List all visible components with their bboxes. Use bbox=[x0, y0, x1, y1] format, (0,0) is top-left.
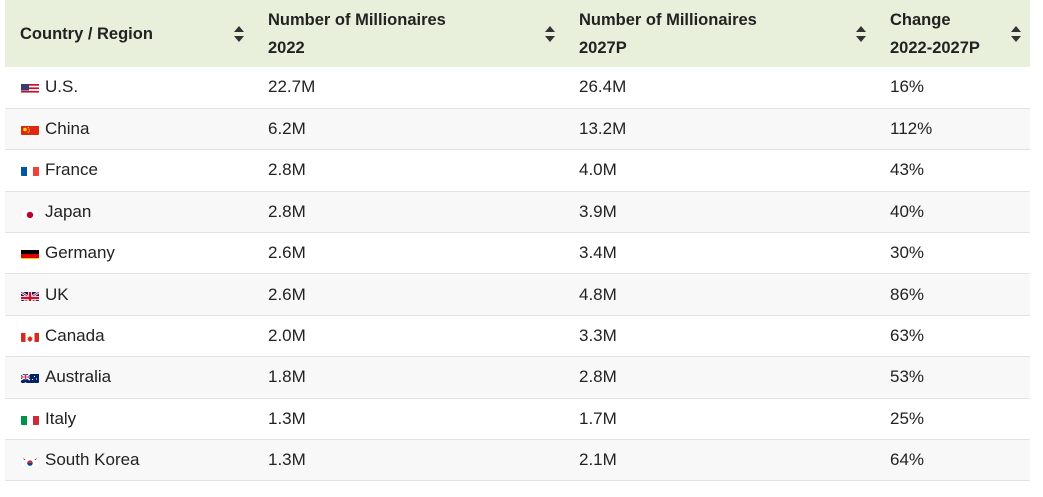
millionaires-2027-cell: 3.9M bbox=[579, 201, 617, 221]
header-millionaires-2027-line2: 2027P bbox=[579, 38, 627, 57]
country-name: U.S. bbox=[45, 77, 79, 97]
canada-flag-icon bbox=[21, 330, 39, 343]
header-millionaires-2027[interactable]: Number of Millionaires 2027P bbox=[564, 0, 875, 67]
header-millionaires-2022[interactable]: Number of Millionaires 2022 bbox=[253, 0, 564, 67]
italy-flag-icon bbox=[21, 413, 39, 425]
millionaires-2022-cell: 2.0M bbox=[268, 326, 306, 346]
millionaires-2022-cell: 6.2M bbox=[268, 119, 306, 139]
change-cell: 30% bbox=[890, 243, 925, 263]
country-name: France bbox=[45, 160, 98, 180]
south-korea-flag-icon bbox=[21, 454, 39, 467]
table-row: U.S. 22.7M 26.4M 16% bbox=[5, 67, 1030, 109]
sort-icon[interactable] bbox=[1010, 25, 1022, 43]
country-name: South Korea bbox=[45, 450, 140, 470]
us-flag-icon bbox=[21, 81, 39, 94]
millionaires-2027-cell: 3.3M bbox=[579, 326, 617, 346]
change-cell: 43% bbox=[890, 160, 925, 180]
millionaires-2022-cell: 1.3M bbox=[268, 450, 306, 470]
header-millionaires-2022-line1: Number of Millionaires bbox=[268, 10, 446, 29]
sort-icon[interactable] bbox=[233, 25, 245, 43]
header-millionaires-2022-line2: 2022 bbox=[268, 38, 305, 57]
country-cell: Canada bbox=[5, 315, 253, 356]
country-cell: U.S. bbox=[5, 67, 253, 108]
millionaires-2022-cell: 2.6M bbox=[268, 243, 306, 263]
change-cell: 63% bbox=[890, 326, 925, 346]
millionaires-2027-cell: 13.2M bbox=[579, 119, 627, 139]
country-cell: Italy bbox=[5, 398, 253, 439]
australia-flag-icon bbox=[21, 371, 39, 384]
millionaires-2022-cell: 2.8M bbox=[268, 201, 306, 221]
table-header-row: Country / Region Number of Millionaires … bbox=[5, 0, 1030, 67]
change-cell: 53% bbox=[890, 367, 925, 387]
table-row: Italy 1.3M 1.7M 25% bbox=[5, 398, 1030, 440]
country-cell: UK bbox=[5, 274, 253, 315]
millionaires-2027-cell: 2.8M bbox=[579, 367, 617, 387]
japan-flag-icon bbox=[21, 206, 39, 218]
country-name: UK bbox=[45, 284, 69, 304]
table-row: Germany 2.6M 3.4M 30% bbox=[5, 233, 1030, 274]
country-cell: South Korea bbox=[5, 440, 253, 481]
table-row: France 2.8M 4.0M 43% bbox=[5, 150, 1030, 192]
header-change[interactable]: Change 2022-2027P bbox=[875, 0, 1030, 67]
change-cell: 40% bbox=[890, 201, 925, 221]
table-row: Canada 2.0M 3.3M 63% bbox=[5, 315, 1030, 357]
table-row: Japan 2.8M 3.9M 40% bbox=[5, 191, 1030, 233]
millionaires-2027-cell: 3.4M bbox=[579, 243, 617, 263]
change-cell: 16% bbox=[890, 77, 925, 97]
millionaires-2022-cell: 1.8M bbox=[268, 367, 306, 387]
table-row: Australia 1.8M 2.8M 53% bbox=[5, 356, 1030, 399]
country-name: Australia bbox=[45, 367, 112, 387]
uk-flag-icon bbox=[21, 289, 39, 301]
millionaires-2022-cell: 2.6M bbox=[268, 284, 306, 304]
country-cell: Australia bbox=[5, 357, 253, 398]
country-cell: France bbox=[5, 150, 253, 191]
sort-icon[interactable] bbox=[544, 25, 556, 43]
country-name: Italy bbox=[45, 408, 77, 428]
country-cell: China bbox=[5, 108, 253, 149]
country-name: Japan bbox=[45, 201, 92, 221]
millionaires-2022-cell: 22.7M bbox=[268, 77, 316, 97]
millionaires-2022-cell: 1.3M bbox=[268, 408, 306, 428]
table-row: UK 2.6M 4.8M 86% bbox=[5, 273, 1030, 316]
millionaires-table: Country / Region Number of Millionaires … bbox=[5, 0, 1030, 481]
change-cell: 64% bbox=[890, 450, 925, 470]
change-cell: 25% bbox=[890, 408, 925, 428]
millionaires-2027-cell: 4.8M bbox=[579, 284, 617, 304]
header-millionaires-2027-line1: Number of Millionaires bbox=[579, 10, 757, 29]
france-flag-icon bbox=[21, 164, 39, 177]
germany-flag-icon bbox=[21, 247, 39, 260]
millionaires-2022-cell: 2.8M bbox=[268, 160, 306, 180]
header-country[interactable]: Country / Region bbox=[5, 0, 253, 67]
table-row: South Korea 1.3M 2.1M 64% bbox=[5, 439, 1030, 481]
country-name: China bbox=[45, 119, 90, 139]
china-flag-icon bbox=[21, 123, 39, 136]
millionaires-2027-cell: 4.0M bbox=[579, 160, 617, 180]
header-country-label: Country / Region bbox=[20, 24, 153, 43]
millionaires-2027-cell: 26.4M bbox=[579, 77, 627, 97]
table-row: China 6.2M 13.2M 112% bbox=[5, 108, 1030, 150]
change-cell: 112% bbox=[890, 119, 933, 139]
millionaires-2027-cell: 2.1M bbox=[579, 450, 617, 470]
millionaires-table-container: Country / Region Number of Millionaires … bbox=[5, 0, 1030, 481]
change-cell: 86% bbox=[890, 284, 925, 304]
millionaires-2027-cell: 1.7M bbox=[579, 408, 617, 428]
header-change-line2: 2022-2027P bbox=[890, 38, 980, 57]
country-cell: Japan bbox=[5, 191, 253, 232]
sort-icon[interactable] bbox=[855, 25, 867, 43]
country-name: Canada bbox=[45, 326, 105, 346]
header-change-line1: Change bbox=[890, 10, 951, 29]
country-name: Germany bbox=[45, 243, 115, 263]
country-cell: Germany bbox=[5, 233, 253, 274]
